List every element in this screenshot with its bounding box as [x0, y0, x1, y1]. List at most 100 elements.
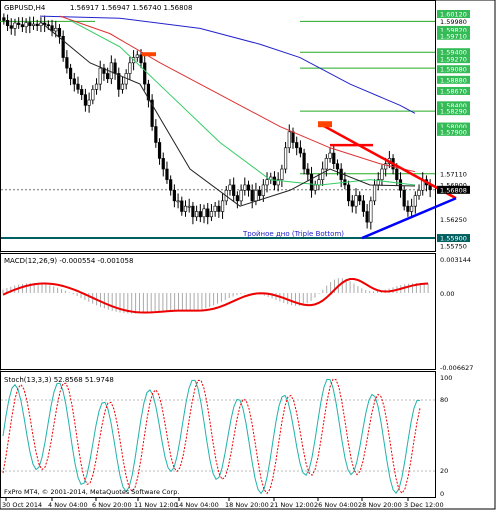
candle-body — [187, 205, 191, 208]
price-label: 1.56250 — [440, 216, 467, 224]
candle-body — [61, 35, 65, 58]
time-label: 28 Nov 20:00 — [358, 501, 402, 509]
candle-body — [72, 78, 76, 85]
price-label: 1.55900 — [440, 235, 467, 243]
candle-body — [306, 168, 310, 175]
stoch-axis-80: 80 — [440, 396, 448, 404]
price-tag — [437, 107, 470, 116]
candle-body — [206, 208, 210, 218]
price-tag — [437, 48, 470, 57]
price-tag — [437, 25, 470, 34]
time-label: 4 Nov 04:00 — [48, 501, 88, 509]
candle-body — [172, 189, 176, 202]
candle-body — [346, 184, 351, 202]
candle-body — [87, 99, 91, 106]
copyright-text: FxPro MT4, © 2001-2014, MetaQuotes Softw… — [4, 488, 179, 496]
price-label: 1.58400 — [440, 102, 467, 110]
time-axis: 30 Oct 2014 4 Nov 04:00 6 Nov 20:00 11 Nov … — [2, 498, 444, 509]
price-tag — [437, 234, 470, 243]
candle-body — [117, 73, 121, 90]
chart-symbol-title: GBPUSD,H4 — [4, 4, 46, 12]
candle-body — [332, 152, 336, 165]
candle-body — [217, 205, 221, 212]
time-label: 26 Nov 04:00 — [314, 501, 358, 509]
candle-body — [406, 205, 410, 212]
candle-body — [298, 147, 303, 154]
candle-body — [202, 208, 206, 218]
candle-body — [287, 131, 291, 149]
candle-body — [324, 158, 328, 170]
candle-body — [250, 189, 254, 202]
candle-body — [28, 22, 32, 26]
candle-body — [24, 22, 28, 28]
candle-body — [109, 62, 113, 80]
triple-bottom-label: Тройное дно (Triple Bottom) — [242, 230, 344, 238]
candle-body — [417, 189, 421, 196]
candle-body — [372, 184, 377, 202]
price-label: 1.59710 — [440, 32, 467, 40]
price-label: 1.59400 — [440, 49, 467, 57]
time-label: 18 Nov 20:00 — [225, 501, 269, 509]
candle-body — [128, 62, 132, 74]
candle-body — [161, 158, 165, 170]
highlight-box — [318, 121, 332, 128]
candle-body — [365, 211, 369, 223]
time-label: 6 Nov 20:00 — [92, 501, 132, 509]
candle-body — [13, 22, 17, 29]
price-label: 1.59980 — [440, 18, 467, 26]
candle-body — [265, 179, 269, 186]
price-tag — [437, 127, 470, 136]
candle-body — [243, 184, 247, 191]
ma-fast-green-line — [69, 19, 416, 186]
candle-body — [154, 126, 158, 143]
candle-body — [9, 25, 13, 29]
price-label: 1.57900 — [440, 128, 467, 136]
macd-axis-bottom: -0.006627 — [440, 364, 473, 372]
triangle-upper-line — [319, 122, 457, 200]
candle-body — [380, 168, 384, 180]
candle-body — [139, 54, 143, 64]
time-label: 21 Nov 12:00 — [270, 501, 314, 509]
price-label: 1.59820 — [440, 26, 467, 34]
candle-body — [165, 168, 169, 180]
price-label: 1.58880 — [440, 76, 467, 84]
candle-body — [83, 94, 88, 106]
candle-body — [369, 200, 373, 223]
candle-body — [395, 168, 399, 180]
candle-body — [20, 24, 24, 28]
candle-body — [198, 211, 202, 218]
price-label: 1.60120 — [440, 11, 467, 19]
candle-body — [57, 28, 62, 37]
candle-body — [176, 200, 180, 203]
price-label: 1.58000 — [440, 123, 467, 131]
main-panel-frame — [0, 0, 436, 252]
candle-body — [209, 211, 214, 218]
candle-body — [135, 54, 139, 58]
price-label: 1.58290 — [440, 108, 467, 116]
candle-body — [291, 131, 295, 143]
price-tag — [437, 185, 470, 194]
candle-body — [191, 205, 195, 218]
price-label: 1.59080 — [440, 66, 467, 74]
candle-body — [361, 200, 366, 212]
stoch-axis-20: 20 — [440, 467, 448, 475]
candle-body — [228, 184, 232, 191]
time-label: 14 Nov 04:00 — [175, 501, 219, 509]
price-tag — [437, 65, 470, 74]
chart-ohlc-values: 1.56917 1.56947 1.56740 1.56808 — [70, 4, 192, 12]
candle-body — [91, 89, 95, 101]
triangle-pattern — [142, 52, 457, 240]
stoch-title: Stoch(13,3,3) 52.8568 51.9748 — [4, 376, 114, 384]
moving-averages — [39, 15, 416, 207]
candle-body — [280, 168, 284, 180]
price-tag — [437, 101, 470, 110]
candle-body — [283, 147, 288, 170]
candle-body — [220, 200, 225, 212]
candle-body — [31, 23, 36, 26]
macd-panel-frame — [0, 253, 436, 370]
candlesticks — [2, 13, 432, 230]
stoch-main-line — [2, 378, 421, 495]
ma-slow-line — [39, 15, 416, 114]
